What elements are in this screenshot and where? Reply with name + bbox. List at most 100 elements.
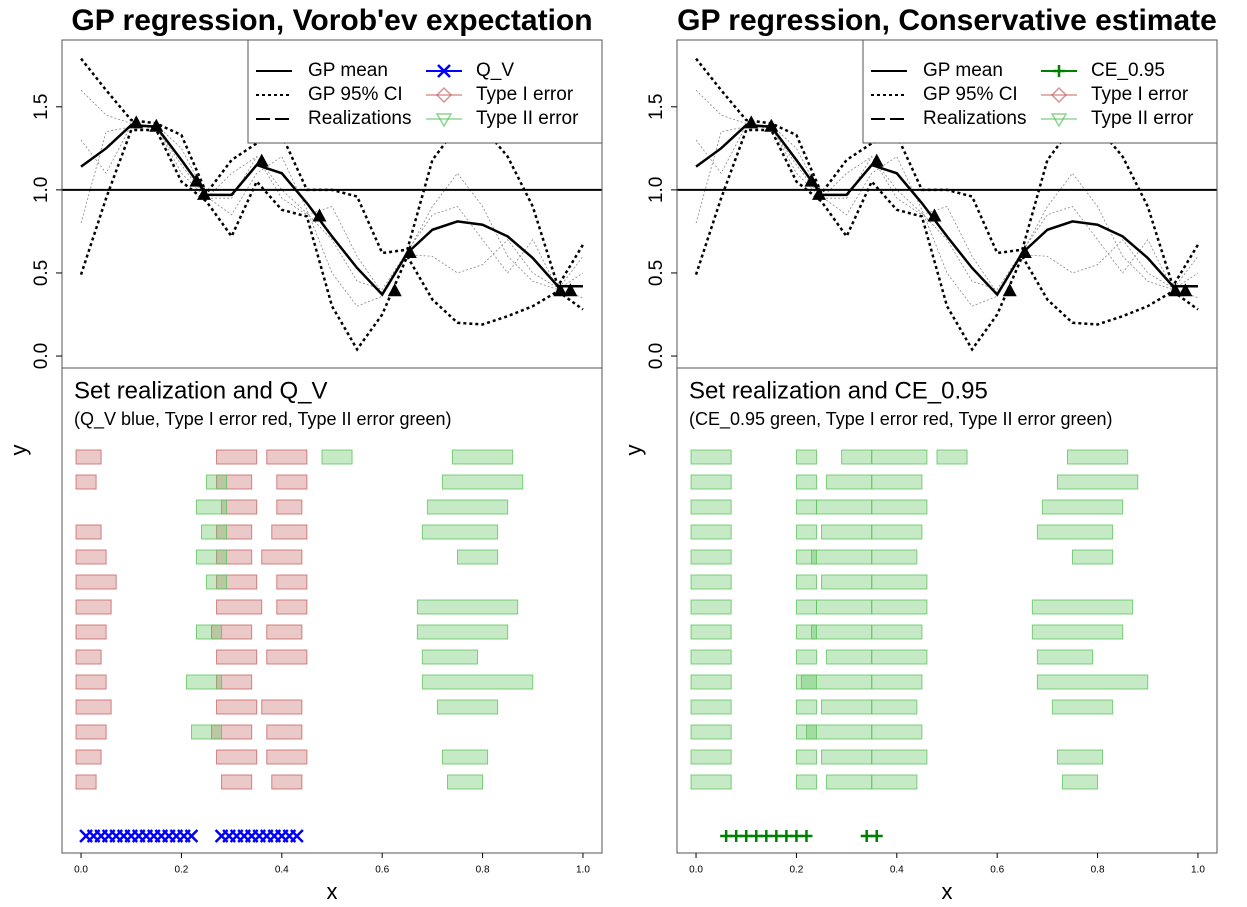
y-axis-label: y xyxy=(6,445,31,456)
type2-error xyxy=(1051,699,1114,715)
x-tick-label: 1.0 xyxy=(576,865,590,876)
type2-error xyxy=(871,749,928,765)
type2-error xyxy=(871,449,928,465)
type2-error xyxy=(871,724,923,740)
legend-marker xyxy=(435,113,453,128)
realization xyxy=(80,89,584,291)
legend-label: GP mean xyxy=(308,60,388,81)
type2-error xyxy=(690,474,732,490)
legend-label: Type II error xyxy=(1091,108,1194,129)
bottom-frame xyxy=(676,367,1218,854)
type2-error xyxy=(1036,674,1149,690)
gp-mean xyxy=(80,123,583,297)
realization xyxy=(695,124,1199,294)
type2-error xyxy=(690,674,732,690)
observation xyxy=(1168,283,1183,297)
realization xyxy=(80,124,584,294)
type2-error xyxy=(871,574,928,590)
estimate-marker xyxy=(760,830,773,842)
type2-error xyxy=(826,649,873,665)
type2-error xyxy=(821,749,873,765)
type1-error xyxy=(261,549,303,565)
type2-error xyxy=(206,574,228,590)
type2-error xyxy=(871,599,928,615)
legend-marker xyxy=(1050,86,1068,104)
type2-error xyxy=(690,699,732,715)
set-subtitle: (Q_V blue, Type I error red, Type II err… xyxy=(74,409,452,430)
x-tick-label: 0.8 xyxy=(476,865,490,876)
type2-error xyxy=(816,599,873,615)
type2-error xyxy=(871,524,923,540)
observation xyxy=(254,153,269,167)
type2-error xyxy=(795,474,817,490)
type1-error xyxy=(221,499,258,515)
type1-error xyxy=(216,474,253,490)
estimate-marker xyxy=(750,830,763,842)
observation xyxy=(553,283,568,297)
type2-error xyxy=(1036,649,1094,665)
observation xyxy=(149,118,164,132)
legend-label: Realizations xyxy=(923,108,1027,129)
type2-error xyxy=(795,499,817,515)
type2-error xyxy=(816,499,873,515)
x-axis-label: x xyxy=(942,879,953,904)
estimate-marker xyxy=(790,830,803,842)
type1-error xyxy=(276,474,308,490)
type1-error xyxy=(216,749,258,765)
y-tick-label: 1.5 xyxy=(31,94,52,120)
type2-error xyxy=(416,599,519,615)
legend-label: CE_0.95 xyxy=(1091,60,1165,81)
estimate-marker xyxy=(860,830,873,842)
type1-error xyxy=(266,624,303,640)
type2-error xyxy=(1056,474,1139,490)
type2-error xyxy=(795,524,817,540)
type2-error xyxy=(421,674,534,690)
type1-error xyxy=(75,524,102,540)
legend-label: Q_V xyxy=(476,60,514,81)
type2-error xyxy=(441,474,524,490)
type2-error xyxy=(446,774,484,790)
x-tick-label: 0.6 xyxy=(990,865,1004,876)
type2-error xyxy=(871,549,918,565)
type2-error xyxy=(1031,624,1124,640)
type2-error xyxy=(436,699,499,715)
set-title: Set realization and CE_0.95 xyxy=(689,377,988,404)
chart-title: GP regression, Vorob'ev expectation xyxy=(71,4,592,37)
type2-error xyxy=(1072,549,1114,565)
type1-error xyxy=(216,649,258,665)
y-tick-label: 0.0 xyxy=(31,343,52,369)
type1-error xyxy=(261,699,303,715)
y-tick-label: 0.5 xyxy=(31,260,52,286)
y-tick-label: 1.0 xyxy=(646,177,667,203)
observation xyxy=(563,283,578,297)
type2-error xyxy=(811,624,873,640)
type2-error xyxy=(416,624,509,640)
type1-error xyxy=(216,524,253,540)
type2-error xyxy=(871,699,918,715)
legend-marker xyxy=(437,64,451,78)
realization xyxy=(80,124,584,307)
type1-error xyxy=(221,774,253,790)
type1-error xyxy=(75,574,117,590)
y-tick-label: 0.0 xyxy=(646,343,667,369)
type1-error xyxy=(216,449,258,465)
realization xyxy=(695,89,1199,291)
type1-error xyxy=(266,449,308,465)
observation xyxy=(744,115,759,129)
legend-label: GP 95% CI xyxy=(923,84,1018,105)
x-axis-label: x xyxy=(327,879,338,904)
observation xyxy=(197,186,212,200)
legend-marker xyxy=(435,86,453,104)
type1-error xyxy=(216,699,258,715)
x-tick-label: 0.8 xyxy=(1091,865,1105,876)
type1-error xyxy=(75,649,102,665)
type2-error xyxy=(690,599,732,615)
type2-error xyxy=(871,624,923,640)
type2-error xyxy=(811,549,873,565)
type2-error xyxy=(826,774,873,790)
type1-error xyxy=(266,649,308,665)
type2-error xyxy=(690,499,732,515)
type1-error xyxy=(216,549,253,565)
type2-error xyxy=(795,774,817,790)
y-tick-label: 1.5 xyxy=(646,94,667,120)
